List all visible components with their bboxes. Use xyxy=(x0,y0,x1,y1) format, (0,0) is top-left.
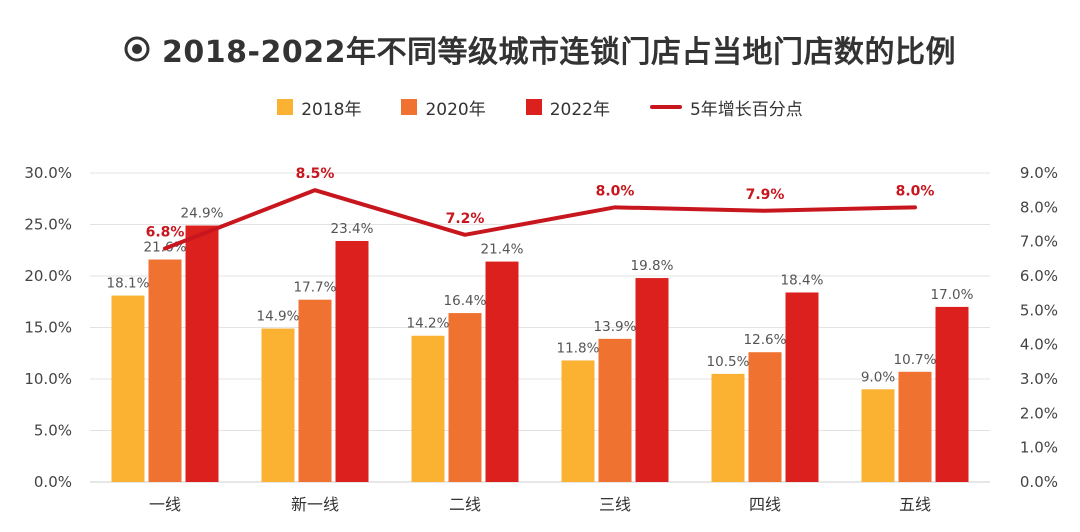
growth-line xyxy=(163,188,917,251)
line-data-label: 7.2% xyxy=(446,211,485,227)
y-left-tick-label: 25.0% xyxy=(24,216,72,234)
chart-legend: 2018年 2020年 2022年 5年增长百分点 xyxy=(0,92,1080,122)
legend-item-2018: 2018年 xyxy=(277,95,361,120)
legend-label-2020: 2020年 xyxy=(425,99,486,120)
line-data-label: 8.5% xyxy=(296,166,335,182)
legend-item-2022: 2022年 xyxy=(525,95,610,120)
y-left-tick-label: 10.0% xyxy=(24,370,72,388)
y-right-tick-label: 2.0% xyxy=(1020,404,1058,422)
x-category-label: 四线 xyxy=(749,495,781,514)
bar xyxy=(335,240,369,482)
bar-data-label: 10.7% xyxy=(894,352,937,368)
bar xyxy=(898,371,932,482)
line-data-label: 8.0% xyxy=(596,183,635,199)
x-category-label: 五线 xyxy=(899,495,931,514)
bar-data-label: 14.2% xyxy=(407,316,450,332)
bar-data-label: 13.9% xyxy=(594,319,637,335)
bar xyxy=(635,278,669,482)
x-category-label: 二线 xyxy=(449,495,481,514)
y-right-tick-label: 4.0% xyxy=(1020,336,1058,354)
x-category-label: 一线 xyxy=(149,495,181,514)
line-data-label: 6.8% xyxy=(146,225,185,241)
y-right-tick-label: 0.0% xyxy=(1020,473,1058,491)
bar-data-label: 18.1% xyxy=(107,276,150,292)
y-right-tick-label: 9.0% xyxy=(1020,164,1058,182)
bar-data-label: 19.8% xyxy=(631,258,674,274)
y-right-tick-label: 3.0% xyxy=(1020,370,1058,388)
legend-swatch-2018 xyxy=(277,99,294,115)
y-left-tick-label: 20.0% xyxy=(24,267,72,285)
legend-line-growth xyxy=(649,105,682,109)
bar xyxy=(935,306,969,482)
bar xyxy=(148,259,182,482)
x-category-label: 新一线 xyxy=(291,495,339,514)
line-data-label: 8.0% xyxy=(896,183,935,199)
x-category-label: 三线 xyxy=(599,495,631,514)
bar-data-label: 23.4% xyxy=(331,221,374,237)
bar-data-label: 17.7% xyxy=(294,280,337,296)
bar xyxy=(448,313,482,482)
y-right-tick-label: 7.0% xyxy=(1020,233,1058,251)
y-right-tick-label: 6.0% xyxy=(1020,267,1058,285)
bar-data-label: 9.0% xyxy=(861,369,895,385)
bar xyxy=(261,328,295,482)
bar xyxy=(185,225,219,482)
y-right-tick-label: 5.0% xyxy=(1020,301,1058,319)
bar xyxy=(561,360,595,482)
bar xyxy=(411,335,445,482)
legend-label-2018: 2018年 xyxy=(301,99,362,120)
bar xyxy=(598,338,632,482)
y-left-tick-label: 0.0% xyxy=(34,473,72,491)
legend-swatch-2022 xyxy=(525,99,542,115)
y-left-tick-label: 15.0% xyxy=(24,319,72,337)
bar xyxy=(785,292,819,482)
bar-data-label: 24.9% xyxy=(181,206,224,222)
bar xyxy=(861,389,895,482)
legend-label-2022: 2022年 xyxy=(549,99,610,120)
y-left-tick-label: 30.0% xyxy=(24,164,72,182)
chart-title: 2018-2022年不同等级城市连锁门店占当地门店数的比例 xyxy=(162,35,956,70)
bar-data-label: 17.0% xyxy=(931,287,974,303)
chart-title-row: 2018-2022年不同等级城市连锁门店占当地门店数的比例 xyxy=(0,24,1080,74)
y-left-tick-label: 5.0% xyxy=(34,422,72,440)
bar xyxy=(748,352,782,482)
bar-data-label: 11.8% xyxy=(557,340,600,356)
bar-data-label: 21.4% xyxy=(481,242,524,258)
bar xyxy=(298,299,332,482)
bar xyxy=(111,295,145,482)
bar xyxy=(711,373,745,482)
legend-item-2020: 2020年 xyxy=(401,95,486,120)
bar-data-label: 12.6% xyxy=(744,332,787,348)
legend-swatch-2020 xyxy=(401,99,418,115)
bar-data-label: 14.9% xyxy=(257,309,300,325)
legend-label-growth: 5年增长百分点 xyxy=(689,99,803,120)
bar-data-label: 18.4% xyxy=(781,272,824,288)
legend-item-growth: 5年增长百分点 xyxy=(649,95,803,120)
y-right-tick-label: 8.0% xyxy=(1020,198,1058,216)
bar-data-label: 16.4% xyxy=(444,293,487,309)
bar xyxy=(485,261,519,482)
bar-data-label: 10.5% xyxy=(707,354,750,370)
target-icon xyxy=(124,36,150,62)
line-data-label: 7.9% xyxy=(746,187,785,203)
y-right-tick-label: 1.0% xyxy=(1020,439,1058,457)
